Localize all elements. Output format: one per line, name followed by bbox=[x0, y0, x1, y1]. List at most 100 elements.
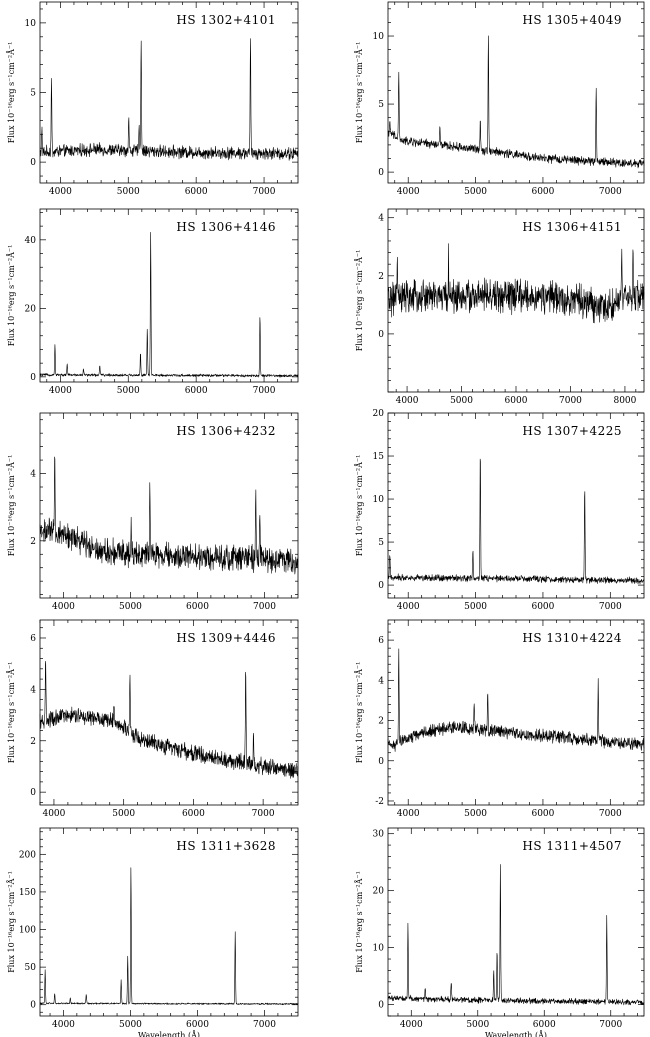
panel-title: HS 1311+3628 bbox=[176, 839, 276, 853]
x-tick-label: 5000 bbox=[112, 809, 135, 819]
y-tick-label: 30 bbox=[373, 830, 385, 840]
panel-title: HS 1305+4049 bbox=[522, 13, 622, 27]
x-tick-label: 4000 bbox=[396, 396, 419, 406]
spectrum-panel: 4000 5000 6000 7000 0 50 100 150 200 HS 1311+3628… bbox=[7, 827, 299, 1037]
y-tick-label: 50 bbox=[25, 963, 37, 973]
x-tick-label: 7000 bbox=[253, 1020, 276, 1030]
plot-frame bbox=[387, 412, 645, 599]
x-tick-label: 7000 bbox=[253, 187, 276, 197]
panel-title: HS 1307+4225 bbox=[522, 424, 622, 438]
x-tick-label: 5000 bbox=[464, 809, 487, 819]
spectrum-panel: 4000 5000 6000 7000 0 10 20 30 HS 1311+4507 Flux … bbox=[355, 827, 645, 1037]
y-axis-label: Flux 10⁻¹⁶erg s⁻¹cm⁻²Å⁻¹ bbox=[355, 42, 364, 144]
y-tick-label: 20 bbox=[373, 887, 385, 897]
plot-frame bbox=[387, 619, 645, 806]
spectrum-panel: 4000 5000 6000 7000 2 4 HS 1306+4232 Flux 10⁻¹⁶… bbox=[7, 412, 299, 612]
x-tick-label: 5000 bbox=[117, 386, 140, 396]
y-tick-label: 200 bbox=[19, 850, 36, 860]
panel-title: HS 1310+4224 bbox=[522, 631, 622, 645]
y-tick-label: 2 bbox=[30, 737, 36, 747]
x-tick-label: 7000 bbox=[599, 602, 622, 612]
spectrum-line bbox=[39, 660, 299, 779]
x-tick-label: 4000 bbox=[400, 1020, 423, 1030]
panel-title: HS 1306+4151 bbox=[522, 220, 622, 234]
x-tick-label: 7000 bbox=[599, 187, 622, 197]
x-tick-label: 7000 bbox=[559, 396, 582, 406]
y-tick-label: 0 bbox=[378, 757, 384, 767]
y-tick-label: 0 bbox=[30, 373, 36, 383]
x-tick-label: 7000 bbox=[599, 1020, 622, 1030]
y-tick-label: 150 bbox=[19, 888, 36, 898]
y-tick-label: 4 bbox=[378, 214, 384, 224]
x-tick-label: 6000 bbox=[186, 1020, 209, 1030]
x-tick-label: 4000 bbox=[52, 602, 75, 612]
y-tick-label: 5 bbox=[30, 89, 36, 99]
x-tick-label: 6000 bbox=[186, 602, 209, 612]
y-tick-label: 10 bbox=[373, 32, 385, 42]
y-tick-label: 2 bbox=[378, 272, 384, 282]
x-tick-label: 6000 bbox=[505, 396, 528, 406]
y-tick-label: 6 bbox=[378, 636, 384, 646]
x-tick-label: 6000 bbox=[185, 187, 208, 197]
spectrum-line bbox=[387, 864, 645, 1006]
x-tick-label: 4000 bbox=[397, 809, 420, 819]
x-tick-label: 8000 bbox=[613, 396, 636, 406]
y-axis-label: Flux 10⁻¹⁶erg s⁻¹cm⁻²Å⁻¹ bbox=[355, 662, 364, 764]
y-tick-label: 10 bbox=[25, 19, 37, 29]
x-tick-label: 7000 bbox=[253, 602, 276, 612]
y-axis-label: Flux 10⁻¹⁶erg s⁻¹cm⁻²Å⁻¹ bbox=[355, 455, 364, 557]
spectrum-panel: 4000 5000 6000 7000 0 5 10 HS 1305+4049 Flux 10⁻… bbox=[355, 1, 645, 197]
x-tick-label: 5000 bbox=[466, 1020, 489, 1030]
spectrum-panel: 4000 5000 6000 7000 0 5 10 15 20 HS 1307+4225 Flux… bbox=[355, 409, 645, 612]
spectrum-line bbox=[39, 38, 299, 161]
plot-frame bbox=[39, 412, 299, 599]
y-tick-label: 0 bbox=[378, 168, 384, 178]
plot-frame bbox=[387, 827, 645, 1017]
x-tick-label: 4000 bbox=[49, 187, 72, 197]
y-tick-label: 10 bbox=[373, 495, 385, 505]
spectrum-line bbox=[39, 456, 299, 575]
panel-title: HS 1302+4101 bbox=[176, 13, 276, 27]
spectrum-panel: 4000 5000 6000 7000 0 20 40 HS 1306+4146 Flux 10… bbox=[7, 208, 299, 396]
x-tick-label: 5000 bbox=[119, 602, 142, 612]
x-axis-label: Wavelength (Å) bbox=[138, 1031, 200, 1037]
y-tick-label: 2 bbox=[30, 537, 36, 547]
panel-title: HS 1309+4446 bbox=[176, 631, 276, 645]
panel-title: HS 1306+4232 bbox=[176, 424, 276, 438]
spectrum-line bbox=[39, 232, 299, 378]
x-tick-label: 6000 bbox=[531, 187, 554, 197]
y-axis-label: Flux 10⁻¹⁶erg s⁻¹cm⁻²Å⁻¹ bbox=[7, 42, 16, 144]
y-axis-label: Flux 10⁻¹⁶erg s⁻¹cm⁻²Å⁻¹ bbox=[7, 871, 16, 973]
spectrum-line bbox=[387, 458, 645, 585]
y-tick-label: 0 bbox=[378, 1001, 384, 1011]
y-tick-label: 5 bbox=[378, 100, 384, 110]
x-tick-label: 5000 bbox=[117, 187, 140, 197]
spectrum-panel: 4000 5000 6000 7000 0 2 4 6 HS 1309+4446 Flux 10⁻… bbox=[7, 619, 299, 819]
y-tick-label: 4 bbox=[378, 676, 384, 686]
x-tick-label: 6000 bbox=[531, 602, 554, 612]
panel-title: HS 1306+4146 bbox=[176, 220, 276, 234]
x-tick-label: 4000 bbox=[42, 809, 65, 819]
y-tick-label: 4 bbox=[30, 685, 36, 695]
x-tick-label: 4000 bbox=[397, 602, 420, 612]
x-tick-label: 6000 bbox=[182, 809, 205, 819]
x-tick-label: 7000 bbox=[252, 809, 275, 819]
spectrum-panel: 4000 5000 6000 7000 0 5 10 HS 1302+4101 Flux 10⁻… bbox=[7, 1, 299, 197]
x-tick-label: 5000 bbox=[119, 1020, 142, 1030]
y-tick-label: 0 bbox=[30, 158, 36, 168]
y-axis-label: Flux 10⁻¹⁶erg s⁻¹cm⁻²Å⁻¹ bbox=[7, 245, 16, 347]
y-tick-label: 15 bbox=[373, 452, 385, 462]
x-tick-label: 4000 bbox=[49, 386, 72, 396]
x-tick-label: 4000 bbox=[397, 187, 420, 197]
y-tick-label: 0 bbox=[30, 1001, 36, 1011]
y-tick-label: 0 bbox=[378, 581, 384, 591]
spectrum-line bbox=[387, 243, 645, 324]
y-tick-label: 0 bbox=[378, 330, 384, 340]
x-tick-label: 6000 bbox=[531, 809, 554, 819]
y-tick-label: 20 bbox=[25, 304, 37, 314]
y-tick-label: 0 bbox=[30, 788, 36, 798]
spectrum-panel: 4000 5000 6000 7000 8000 0 2 4 HS 1306+4151 Flux … bbox=[355, 208, 645, 406]
y-tick-label: 6 bbox=[30, 634, 36, 644]
x-tick-label: 5000 bbox=[464, 602, 487, 612]
